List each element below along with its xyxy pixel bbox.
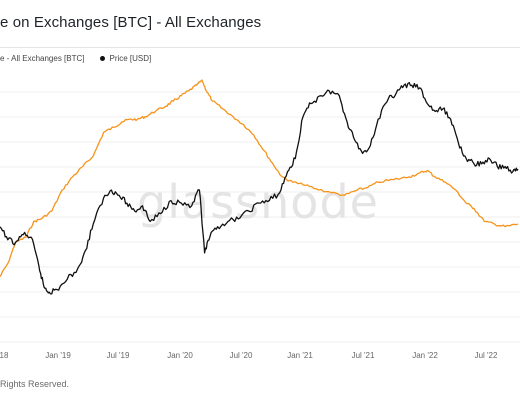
x-axis: 18 Jan '19 Jul '19 Jan '20 Jul '20 Jan '21 Jul… (0, 351, 498, 360)
legend-item-price[interactable]: Price [USD] (100, 54, 151, 63)
chart-title: e on Exchanges [BTC] - All Exchanges (0, 14, 262, 31)
x-tick-label-0: 18 (0, 351, 9, 360)
x-tick-label-7: Jan '22 (412, 351, 438, 360)
legend-item-balance[interactable]: e - All Exchanges [BTC] (0, 54, 84, 63)
legend-label-price: Price [USD] (109, 54, 152, 63)
x-tick-label-5: Jan '21 (287, 351, 313, 360)
footer-copyright: Rights Reserved. (0, 379, 70, 389)
chart-legend: e - All Exchanges [BTC] Price [USD] (0, 54, 167, 63)
x-tick-label-4: Jul '20 (230, 351, 253, 360)
header-divider (0, 47, 520, 48)
x-tick-label-1: Jan '19 (45, 351, 71, 360)
series-lines (0, 79, 519, 295)
x-tick-label-6: Jul '21 (352, 351, 375, 360)
series-line-0 (0, 79, 519, 277)
x-tick-label-8: Jul '22 (475, 351, 498, 360)
legend-dot-icon (100, 56, 106, 61)
x-tick-label-2: Jul '19 (107, 351, 130, 360)
watermark-text: glassnode (137, 175, 379, 229)
grid-lines (0, 91, 520, 343)
legend-label-balance: e - All Exchanges [BTC] (0, 54, 85, 63)
series-line-1 (0, 81, 519, 295)
x-tick-label-3: Jan '20 (167, 351, 193, 360)
